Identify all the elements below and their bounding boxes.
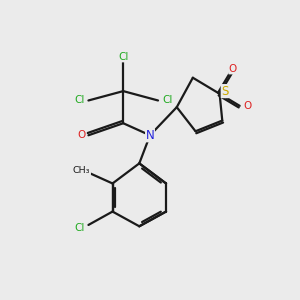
Text: N: N [146,129,154,142]
Text: CH₃: CH₃ [73,166,91,175]
Text: O: O [229,64,237,74]
Text: Cl: Cl [74,223,84,232]
Text: Cl: Cl [74,95,84,106]
Text: O: O [243,101,251,111]
Text: O: O [78,130,86,140]
Text: Cl: Cl [162,95,172,106]
Text: S: S [221,85,229,98]
Text: Cl: Cl [118,52,128,62]
